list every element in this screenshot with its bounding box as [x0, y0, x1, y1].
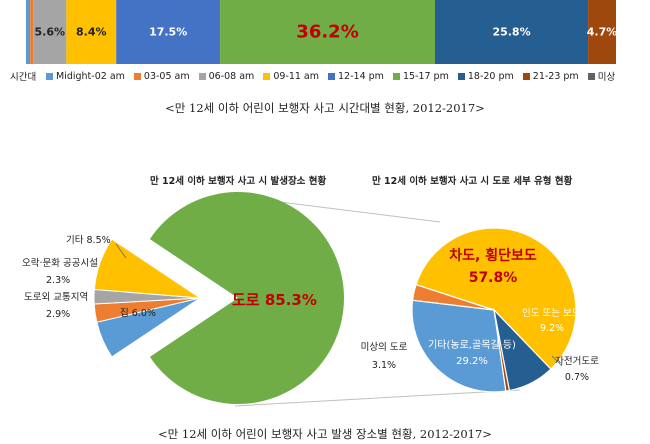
time-stacked-bar: 5.6% 8.4% 17.5% 36.2% 25.8% 4.7%: [26, 0, 618, 64]
pie-value-sidewalk: 9.2%: [540, 323, 564, 334]
legend-item-8: 미상: [587, 69, 616, 83]
legend-swatch: [457, 72, 465, 80]
pie-label-bike: 자전거도로: [555, 356, 599, 367]
pie-slice-road-type-0: [415, 227, 577, 370]
legend-item-3: 09-11 am: [263, 71, 319, 82]
pie-slice-location-4: [93, 238, 202, 299]
pie-label-roadway: 차도, 횡단보도: [449, 247, 537, 264]
legend-label: 03-05 am: [143, 70, 190, 82]
legend-swatch: [198, 72, 206, 80]
bar-segment-3: [66, 0, 117, 64]
legend-item-6: 18-20 pm: [457, 70, 514, 82]
legend-label: 21-23 pm: [532, 70, 579, 82]
bar-segment-label-4: 17.5%: [149, 26, 187, 39]
pie-slice-road-type-3: [411, 299, 507, 393]
legend-swatch: [587, 72, 595, 80]
time-chart-caption: <만 12세 이하 어린이 보행자 사고 시간대별 현황, 2012-2017>: [165, 101, 485, 115]
legend-swatch: [522, 72, 530, 80]
bar-segment-5: [220, 0, 435, 64]
legend-swatch: [392, 72, 400, 80]
pie-label-sidewalk: 인도 또는 보도: [522, 308, 581, 319]
pie-value-culture: 2.3%: [46, 275, 70, 286]
legend-label: 06-08 am: [208, 70, 255, 82]
legend-label: 09-11 am: [273, 70, 320, 82]
legend-label: 18-20 pm: [467, 70, 514, 82]
leader-line-bike: [551, 355, 563, 367]
pie-slice-road-type-4: [411, 283, 495, 311]
legend-swatch: [46, 72, 53, 80]
location-pies: 도로 85.3% 집 6.0% 도로외 교통지역 2.9% 오락·문화 공공시설 2.3%…: [22, 192, 599, 407]
legend-item-0: Midight-02 am: [46, 71, 125, 82]
legend-item-2: 06-08 am: [198, 70, 255, 82]
pie-value-unknown: 3.1%: [372, 360, 396, 371]
pie-label-offroad: 도로외 교통지역: [24, 291, 88, 303]
pie-label-home: 집 6.0%: [120, 307, 156, 319]
pie-label-alley: 기타(농로,골목길 등): [428, 338, 516, 351]
bar-segment-label-2: 5.6%: [34, 26, 65, 39]
zoom-connector-bottom: [234, 389, 521, 407]
leader-line-other: [115, 243, 127, 259]
bar-segment-4: [116, 0, 221, 64]
pie-slice-road: [149, 192, 344, 404]
legend-swatch: [328, 72, 336, 80]
legend-item-1: 03-05 am: [133, 70, 190, 82]
legend-item-7: 21-23 pm: [522, 70, 579, 82]
location-chart-caption: <만 12세 이하 어린이 보행자 사고 발생 장소별 현황, 2012-201…: [158, 427, 492, 441]
legend-item-5: 15-17 pm: [392, 70, 449, 82]
bar-segment-7: [588, 0, 616, 64]
bar-segment-label-3: 8.4%: [76, 26, 107, 39]
pie-label-road: 도로 85.3%: [232, 291, 317, 309]
legend-item-4: 12-14 pm: [328, 71, 384, 82]
pie-value-offroad: 2.9%: [46, 309, 70, 320]
pie-value-alley: 29.2%: [456, 356, 488, 367]
legend-axis-name: 시간대: [10, 72, 37, 83]
legend-swatch: [133, 72, 141, 80]
pie-label-other: 기타 8.5%: [66, 235, 111, 246]
bar-segment-label-6: 25.8%: [492, 26, 530, 39]
location-pie-title: 만 12세 이하 보행자 사고 시 발생장소 현황: [150, 176, 327, 187]
bar-segment-1: [30, 0, 34, 64]
legend-swatch: [263, 72, 271, 80]
bar-segment-6: [434, 0, 589, 64]
bar-segment-label-7: 4.7%: [587, 26, 618, 39]
legend-label: 12-14 pm: [338, 70, 384, 82]
bar-segment-0: [26, 0, 31, 64]
pie-label-culture: 오락·문화 공공시설: [22, 257, 98, 269]
pie-value-roadway: 57.8%: [469, 270, 518, 286]
pie-label-unknown: 미상의 도로: [361, 342, 408, 353]
bar-segment-label-5: 36.2%: [296, 22, 358, 43]
bar-segment-2: [33, 0, 67, 64]
road-type-pie-title: 만 12세 이하 보행자 사고 시 도로 세부 유형 현황: [372, 176, 573, 187]
legend-label: Midight-02 am: [56, 70, 125, 82]
legend-label: 미상: [597, 72, 616, 83]
time-legend: 시간대 Midight-02 am 03-05 am 06-08 am 09-11 a…: [0, 66, 650, 86]
legend-label: 15-17 pm: [402, 70, 449, 82]
pie-value-bike: 0.7%: [565, 372, 589, 383]
